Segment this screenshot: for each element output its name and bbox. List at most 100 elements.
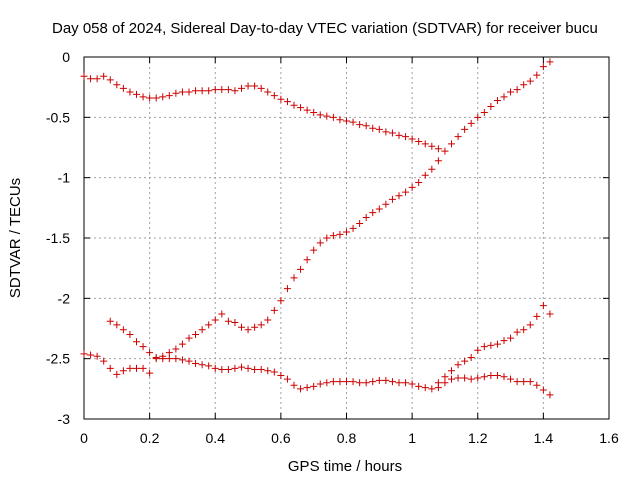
data-point	[218, 366, 226, 374]
data-point	[297, 104, 305, 112]
data-point	[336, 230, 344, 238]
data-point	[415, 137, 423, 145]
data-point	[283, 375, 291, 383]
data-point	[480, 373, 488, 381]
data-point	[474, 374, 482, 382]
data-point	[244, 82, 252, 90]
data-point	[408, 380, 416, 388]
data-point	[133, 90, 140, 98]
data-point	[402, 379, 410, 387]
data-point	[113, 370, 121, 378]
data-point	[316, 111, 324, 119]
data-point	[408, 135, 416, 143]
data-point	[238, 323, 245, 331]
data-point	[211, 316, 219, 324]
data-point	[329, 378, 337, 386]
data-point	[533, 71, 541, 79]
data-point	[106, 364, 114, 372]
y-tick-label: -2.5	[46, 351, 70, 367]
data-point	[533, 381, 541, 389]
data-point	[520, 81, 528, 89]
data-point	[172, 89, 180, 97]
data-point	[487, 372, 495, 380]
data-point	[487, 102, 495, 110]
x-tick-label: 0.2	[140, 430, 160, 446]
data-point	[461, 357, 469, 365]
data-point	[513, 86, 521, 94]
data-point	[277, 95, 285, 103]
data-point	[303, 106, 311, 114]
data-point	[231, 87, 239, 95]
data-point	[520, 378, 528, 386]
data-point	[539, 63, 547, 71]
data-point	[192, 359, 200, 367]
x-tick-label: 1.4	[534, 430, 554, 446]
data-point	[238, 363, 245, 371]
data-point	[461, 374, 469, 382]
data-point	[185, 334, 193, 342]
data-point	[520, 326, 528, 334]
data-point	[434, 379, 442, 387]
data-point	[382, 376, 390, 384]
data-point	[146, 94, 154, 102]
x-axis-label: GPS time / hours	[288, 458, 402, 475]
data-point	[93, 75, 101, 83]
data-point	[329, 113, 337, 121]
data-point	[172, 355, 180, 363]
data-point	[323, 379, 331, 387]
x-tick-label: 0.8	[337, 430, 357, 446]
data-point	[343, 117, 350, 125]
data-point	[356, 121, 364, 129]
data-point	[310, 246, 318, 254]
data-point	[218, 310, 226, 318]
data-point	[159, 355, 167, 363]
data-point	[93, 352, 101, 360]
data-point	[277, 297, 285, 305]
data-point	[119, 367, 127, 375]
y-tick-label: -0.5	[46, 109, 70, 125]
data-point	[165, 355, 173, 363]
data-point	[251, 366, 259, 374]
data-point	[448, 375, 455, 383]
data-point	[526, 321, 534, 329]
data-point	[493, 96, 501, 104]
data-point	[283, 285, 291, 293]
data-point	[126, 364, 134, 372]
y-tick-label: -1.5	[46, 230, 70, 246]
y-axis-label: SDTVAR / TECUs	[7, 178, 24, 298]
data-point	[297, 265, 305, 273]
data-point	[382, 200, 390, 208]
data-point	[323, 112, 331, 120]
data-point	[526, 77, 534, 85]
data-point	[198, 326, 206, 334]
data-point	[539, 386, 547, 394]
data-point	[388, 378, 396, 386]
data-point	[146, 369, 154, 377]
data-point	[205, 321, 213, 329]
data-point	[395, 131, 403, 139]
data-point	[500, 373, 508, 381]
data-point	[369, 124, 377, 132]
data-point	[139, 364, 147, 372]
data-point	[244, 364, 252, 372]
series-rising-track	[80, 58, 554, 378]
x-tick-label: 0.6	[271, 430, 291, 446]
data-point	[526, 378, 534, 386]
data-point	[467, 375, 475, 383]
data-point	[257, 366, 265, 374]
data-point	[310, 382, 318, 390]
data-point	[467, 353, 475, 361]
data-point	[533, 312, 541, 320]
data-point	[428, 385, 436, 393]
data-point	[441, 379, 449, 387]
data-point	[264, 88, 272, 96]
data-point	[106, 76, 114, 84]
data-point	[211, 86, 219, 94]
data-point	[493, 372, 501, 380]
data-point	[323, 234, 331, 242]
data-point	[106, 317, 114, 325]
data-point	[507, 375, 515, 383]
data-point	[224, 86, 232, 94]
data-point	[192, 331, 200, 339]
data-point	[349, 224, 357, 232]
